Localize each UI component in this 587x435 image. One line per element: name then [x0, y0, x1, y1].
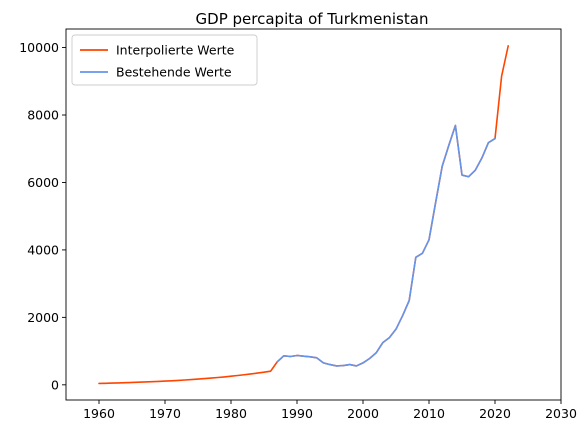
chart-legend: Interpolierte Werte Bestehende Werte — [71, 34, 258, 86]
series-line-1 — [276, 124, 496, 367]
legend-box — [71, 34, 258, 86]
series-line-0 — [98, 45, 510, 385]
x-tick-label: 2030 — [545, 406, 577, 421]
y-tick-label: 4000 — [27, 242, 59, 257]
x-tick-label: 1980 — [215, 406, 247, 421]
y-tick-label: 8000 — [27, 108, 59, 123]
x-tick-label: 2010 — [413, 406, 445, 421]
y-tick-label: 2000 — [27, 310, 59, 325]
plot-frame — [65, 28, 562, 401]
plot-area — [98, 45, 510, 385]
legend-label: Interpolierte Werte — [116, 43, 235, 58]
x-tick-label: 1990 — [281, 406, 313, 421]
y-axis: 0 2000 4000 6000 8000 10000 — [19, 40, 66, 392]
y-tick-label: 10000 — [19, 40, 59, 55]
x-axis: 1960 1970 1980 1990 2000 2010 2020 2030 — [83, 400, 577, 421]
chart-title: GDP percapita of Turkmenistan — [196, 10, 429, 28]
y-tick-label: 6000 — [27, 175, 59, 190]
x-tick-label: 2020 — [479, 406, 511, 421]
legend-label: Bestehende Werte — [116, 65, 232, 80]
x-tick-label: 1960 — [83, 406, 115, 421]
y-tick-label: 0 — [51, 377, 59, 392]
x-tick-label: 1970 — [149, 406, 181, 421]
x-tick-label: 2000 — [347, 406, 379, 421]
